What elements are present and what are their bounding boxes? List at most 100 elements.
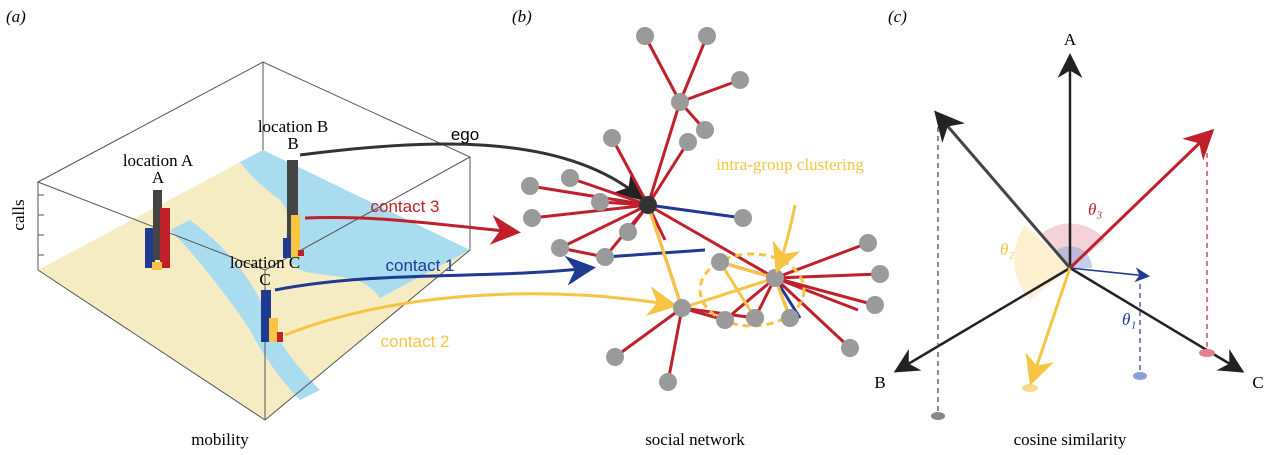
rect [283, 238, 293, 258]
panel-a: (a) calls location A A location B B loca… [6, 7, 472, 449]
circle [716, 311, 734, 329]
panel-caption: social network [645, 430, 745, 449]
line [531, 203, 649, 220]
circle [551, 239, 569, 257]
arrow-label: contact 1 [386, 256, 455, 275]
location-label: location C [230, 253, 300, 272]
bars-c [261, 290, 283, 342]
line [569, 176, 649, 207]
line [681, 306, 756, 320]
line [604, 248, 706, 259]
rect [160, 208, 170, 268]
vector [1069, 267, 1150, 283]
rect [269, 318, 278, 342]
location-label: location B [258, 117, 328, 136]
line [643, 35, 682, 103]
axis-ticks [38, 194, 44, 256]
line [559, 203, 649, 250]
rect [261, 290, 271, 342]
circle [866, 296, 884, 314]
circle [619, 223, 637, 241]
angle-label: θ₃ [1088, 200, 1102, 219]
arrows [274, 142, 678, 337]
circle [659, 373, 677, 391]
rect [291, 215, 300, 258]
circle [671, 93, 689, 111]
shadow [1022, 384, 1038, 392]
path [299, 142, 645, 201]
rect [145, 228, 155, 268]
location-letter: B [287, 134, 298, 153]
cluster-outline [698, 252, 806, 328]
line [681, 276, 776, 310]
line [773, 276, 852, 350]
axis-label: calls [9, 199, 28, 230]
projections [937, 118, 1208, 415]
map [38, 150, 470, 420]
panel-caption: mobility [191, 430, 249, 449]
circle [561, 169, 579, 187]
circle [859, 234, 877, 252]
bars-b [283, 160, 304, 258]
line [647, 203, 744, 220]
line [774, 276, 859, 312]
panel-b: (b) intra-group clustering social networ… [512, 7, 889, 449]
line [719, 260, 776, 280]
shadow [931, 412, 945, 420]
rect [298, 250, 304, 256]
edges [529, 35, 881, 383]
circle [766, 269, 784, 287]
circle [871, 265, 889, 283]
circle [603, 129, 621, 147]
arrow-label: contact 3 [371, 197, 440, 216]
axes [893, 53, 1245, 373]
line [718, 261, 757, 319]
circle [731, 71, 749, 89]
rect [152, 262, 162, 270]
path [274, 255, 596, 292]
panel-c: (c) A B C θ₁ θ₂ θ₃ cosine similarity [874, 7, 1263, 449]
circle [591, 193, 609, 211]
path [304, 214, 521, 245]
circle [523, 209, 541, 227]
bars-a [145, 190, 170, 270]
axis-label: C [1252, 373, 1263, 392]
arrow-label: ego [451, 125, 479, 144]
line [610, 137, 650, 206]
circle [746, 309, 764, 327]
rect [277, 332, 283, 342]
annotation-arrow [772, 204, 801, 274]
line [646, 141, 690, 206]
river [170, 220, 320, 400]
angle-1 [1055, 246, 1092, 268]
circle [698, 27, 716, 45]
line [666, 307, 684, 383]
panel-caption: cosine similarity [1014, 430, 1127, 449]
vector [1068, 128, 1215, 270]
line [774, 241, 869, 280]
line [724, 276, 776, 322]
angle-label: θ₂ [1000, 240, 1014, 259]
circle [679, 133, 697, 151]
circle [673, 299, 691, 317]
angle-label: θ₁ [1122, 310, 1136, 329]
angle-3 [1040, 223, 1105, 268]
axis-label: B [874, 373, 885, 392]
circle [711, 253, 729, 271]
circle [841, 339, 859, 357]
circle [596, 248, 614, 266]
circle [636, 27, 654, 45]
circle [781, 309, 799, 327]
location-letter: C [259, 270, 270, 289]
circle [639, 196, 657, 214]
circle [521, 177, 539, 195]
line [646, 204, 684, 309]
arrow-label: contact 2 [381, 332, 450, 351]
shadow [1199, 349, 1215, 357]
angle-2 [1014, 225, 1070, 300]
location-letter: A [152, 168, 165, 187]
rect [153, 190, 162, 260]
location-label: location A [123, 151, 194, 170]
circle [606, 348, 624, 366]
circle [696, 121, 714, 139]
